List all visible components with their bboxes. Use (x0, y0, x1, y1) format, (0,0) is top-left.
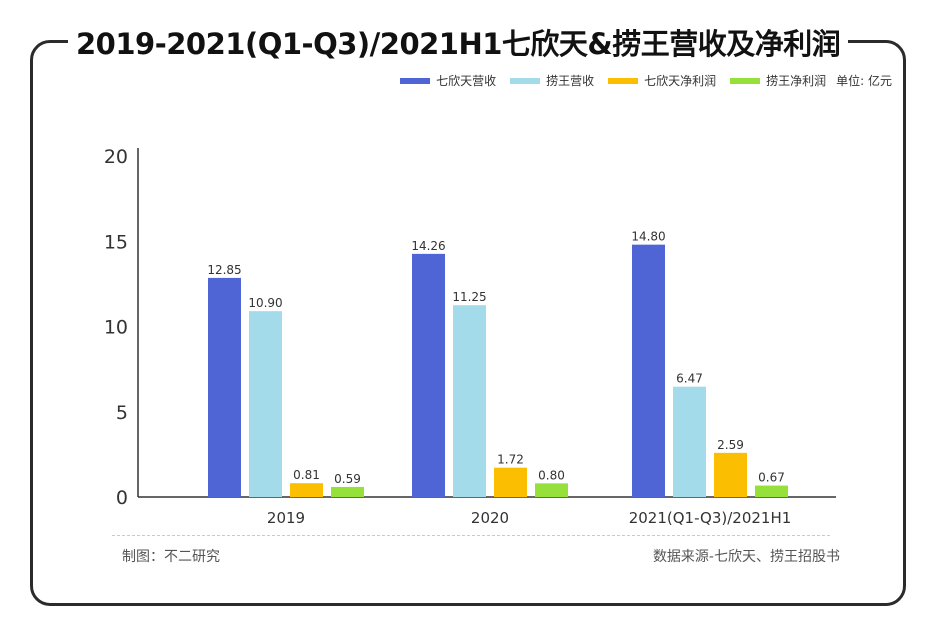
legend: 七欣天营收 捞王营收 七欣天净利润 捞王净利润 单位: 亿元 (386, 72, 892, 89)
legend-item-qixintian-revenue: 七欣天营收 (400, 72, 496, 89)
bar (714, 452, 747, 497)
bar-value-label: 14.80 (631, 230, 665, 244)
bar-value-label: 12.85 (207, 263, 241, 277)
y-tick-label: 5 (116, 402, 128, 424)
footer-source: 数据来源-七欣天、捞王招股书 (652, 549, 840, 565)
x-tick-label: 2021(Q1-Q3)/2021H1 (629, 509, 792, 527)
bar (632, 244, 665, 497)
bar (331, 486, 364, 497)
bar-value-label: 0.80 (538, 468, 565, 482)
bar-value-label: 10.90 (248, 296, 282, 310)
bar-value-label: 1.72 (497, 453, 524, 467)
legend-label: 捞王营收 (546, 74, 595, 88)
legend-swatch (400, 77, 431, 84)
bar (412, 253, 445, 497)
title-container: 2019-2021(Q1-Q3)/2021H1七欣天&捞王营收及净利润 (68, 18, 849, 66)
bar-value-label: 0.59 (334, 472, 361, 486)
bar (208, 277, 241, 497)
bar (290, 483, 323, 497)
bar-value-label: 6.47 (676, 372, 703, 386)
bar-value-label: 0.67 (758, 471, 785, 485)
bar (755, 485, 788, 497)
legend-item-qixintian-profit: 七欣天净利润 (608, 72, 716, 89)
bar (494, 467, 527, 497)
bar-value-label: 14.26 (411, 239, 445, 253)
bar (249, 311, 282, 497)
chart-title: 2019-2021(Q1-Q3)/2021H1七欣天&捞王营收及净利润 (76, 27, 841, 61)
y-tick-label: 20 (104, 146, 128, 168)
legend-swatch (608, 77, 639, 84)
legend-label: 七欣天营收 (436, 74, 497, 88)
x-tick-label: 2019 (267, 509, 305, 527)
bar (673, 386, 706, 497)
bar-value-label: 11.25 (452, 290, 486, 304)
bar-value-label: 0.81 (293, 468, 320, 482)
bar (453, 305, 486, 497)
y-tick-label: 0 (116, 487, 128, 509)
legend-swatch (730, 77, 761, 84)
legend-label: 捞王净利润 (766, 74, 827, 88)
footer-credit: 制图：不二研究 (122, 549, 220, 565)
legend-item-laowang-profit: 捞王净利润 (730, 72, 826, 89)
bar (535, 483, 568, 497)
unit-label: 单位: 亿元 (836, 74, 892, 88)
bar-value-label: 2.59 (717, 438, 744, 452)
x-tick-label: 2020 (471, 509, 509, 527)
footer-divider (112, 535, 830, 536)
legend-item-laowang-revenue: 捞王营收 (510, 72, 594, 89)
y-tick-label: 10 (104, 317, 128, 339)
y-tick-label: 15 (104, 231, 128, 253)
legend-label: 七欣天净利润 (644, 74, 717, 88)
legend-swatch (510, 77, 541, 84)
